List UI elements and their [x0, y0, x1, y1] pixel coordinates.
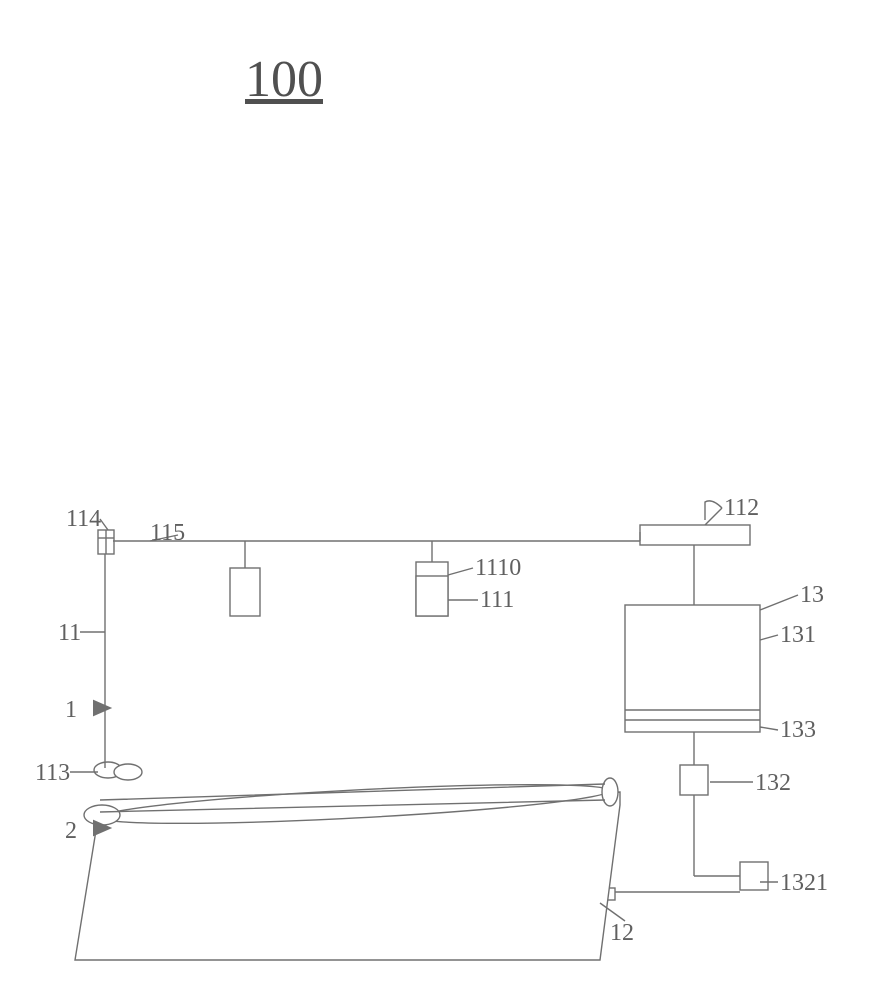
- line-leader-114: [100, 519, 108, 530]
- label-2: 2: [65, 818, 77, 845]
- label-1321: 1321: [780, 870, 828, 897]
- rect-box-b-inner: [416, 576, 448, 616]
- ellipse-e-113-b: [114, 764, 142, 780]
- label-131: 131: [780, 622, 816, 649]
- rect-box-1321: [740, 862, 768, 890]
- label-114: 114: [66, 506, 101, 533]
- label-1: 1: [65, 697, 77, 724]
- figure-title: 100: [245, 50, 323, 109]
- label-133: 133: [780, 717, 816, 744]
- line-leader-13: [760, 595, 798, 610]
- label-13: 13: [800, 582, 824, 609]
- rect-box-a: [230, 568, 260, 616]
- label-11: 11: [58, 620, 81, 647]
- label-1110: 1110: [475, 555, 521, 582]
- label-115: 115: [150, 520, 185, 547]
- ellipse-e-2: [84, 805, 120, 825]
- line-leader-131: [760, 635, 778, 640]
- diagram-canvas: 100 114115112111011113131133111113212132…: [0, 0, 884, 1000]
- line-leader-1110: [448, 568, 473, 575]
- label-132: 132: [755, 770, 791, 797]
- line-leader-133: [760, 727, 778, 730]
- label-111: 111: [480, 587, 514, 614]
- label-113: 113: [35, 760, 70, 787]
- label-12: 12: [610, 920, 634, 947]
- label-112: 112: [724, 495, 759, 522]
- rect-box-132: [680, 765, 708, 795]
- ellipse-roll-top-end: [602, 778, 618, 806]
- arrow-arrow-1: [93, 700, 112, 717]
- rect-box-13-outer: [625, 605, 760, 732]
- rect-box-112: [640, 525, 750, 545]
